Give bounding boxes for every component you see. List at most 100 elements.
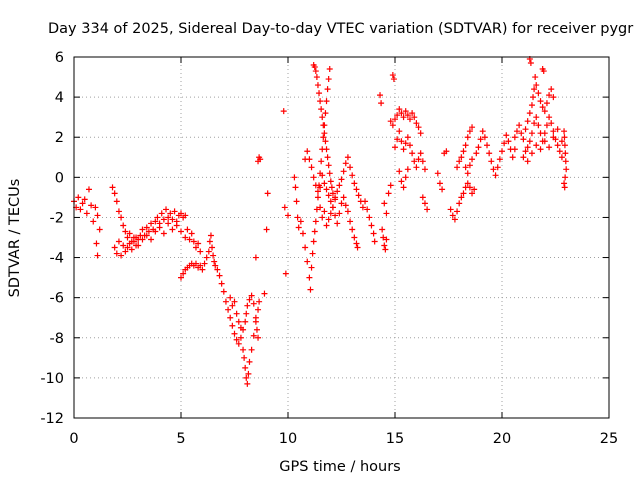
x-tick-label: 15 [386, 431, 404, 447]
data-point [304, 148, 311, 155]
data-point [81, 196, 88, 203]
data-point [562, 158, 569, 165]
data-point [548, 86, 555, 93]
data-point [248, 292, 255, 299]
data-point [421, 166, 428, 173]
y-tick-label: 4 [55, 90, 64, 106]
data-point [319, 114, 326, 121]
data-point [462, 164, 469, 171]
data-point [533, 114, 540, 121]
data-point [312, 68, 319, 75]
data-point [526, 110, 533, 117]
data-point [417, 130, 424, 137]
data-point [417, 150, 424, 157]
data-point [94, 252, 101, 259]
data-point [513, 128, 520, 135]
data-point [327, 178, 334, 185]
data-point [548, 120, 555, 127]
data-point [349, 172, 356, 179]
data-point [253, 326, 260, 333]
data-point [334, 188, 341, 195]
y-tick-label: 0 [55, 170, 64, 186]
data-point [235, 340, 242, 347]
data-point [456, 158, 463, 165]
data-point [295, 224, 302, 231]
data-point [531, 86, 538, 93]
data-point [501, 140, 508, 147]
data-point [243, 310, 250, 317]
data-point [83, 210, 90, 217]
data-point [400, 114, 407, 121]
y-axis-label: SDTVAR / TECUs [7, 179, 23, 298]
data-point [250, 332, 257, 339]
data-point [128, 246, 135, 253]
data-point [318, 106, 325, 113]
data-point [313, 74, 320, 81]
data-point [443, 148, 450, 155]
data-point [169, 226, 176, 233]
data-point [370, 230, 377, 237]
data-point [143, 224, 150, 231]
data-point [323, 222, 330, 229]
data-point [299, 230, 306, 237]
data-point [325, 192, 332, 199]
data-point [479, 128, 486, 135]
data-point [261, 290, 268, 297]
y-tick-label: -2 [50, 210, 64, 226]
data-point [387, 182, 394, 189]
y-tick-label: -8 [50, 331, 64, 347]
data-point [323, 186, 330, 193]
data-point [327, 198, 334, 205]
y-tick-label: -6 [50, 291, 64, 307]
data-point [344, 154, 351, 161]
data-point [85, 186, 92, 193]
data-point [505, 138, 512, 145]
data-point [556, 148, 563, 155]
data-point [338, 200, 345, 207]
data-points [71, 56, 570, 387]
data-point [244, 302, 251, 309]
data-point [332, 196, 339, 203]
data-point [368, 222, 375, 229]
y-tick-label: -12 [40, 411, 64, 427]
data-point [188, 230, 195, 237]
data-point [562, 174, 569, 181]
data-point [385, 190, 392, 197]
data-point [306, 156, 313, 163]
data-point [351, 180, 358, 187]
data-point [186, 236, 193, 243]
data-point [324, 154, 331, 161]
data-point [154, 214, 161, 221]
data-point [336, 210, 343, 217]
data-point [434, 170, 441, 177]
data-point [314, 194, 321, 201]
data-point [321, 208, 328, 215]
data-point [499, 148, 505, 155]
data-point [402, 108, 409, 115]
data-point [458, 194, 465, 201]
data-point [528, 150, 535, 157]
data-point [241, 354, 248, 361]
data-point [524, 118, 531, 125]
data-point [92, 204, 99, 211]
grid [74, 57, 609, 418]
data-point [126, 230, 133, 237]
data-point [292, 184, 299, 191]
data-point [546, 92, 553, 99]
data-point [325, 216, 332, 223]
data-point [400, 184, 407, 191]
data-point [546, 144, 553, 151]
data-point [340, 194, 347, 201]
data-point [462, 142, 469, 149]
data-point [406, 142, 413, 149]
data-point [122, 228, 129, 235]
data-point [225, 306, 232, 313]
data-point [520, 154, 527, 161]
data-point [522, 148, 529, 155]
data-point [366, 214, 373, 221]
data-point [148, 220, 155, 227]
data-point [282, 270, 289, 277]
data-point [550, 94, 557, 101]
data-point [329, 190, 336, 197]
data-point [317, 204, 324, 211]
